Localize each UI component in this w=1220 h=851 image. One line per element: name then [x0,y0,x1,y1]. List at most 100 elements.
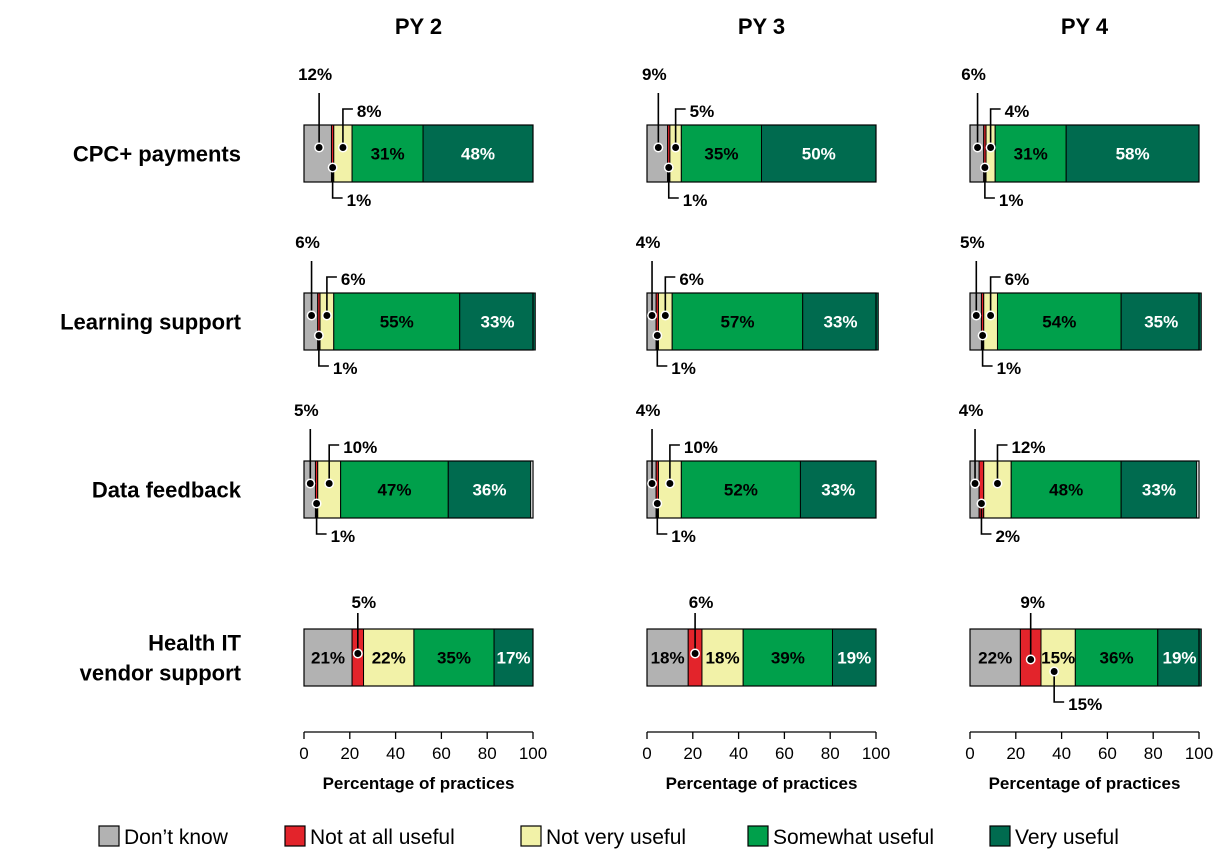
x-tick-label: 20 [340,744,359,763]
x-tick-label: 60 [1098,744,1117,763]
x-tick-label: 100 [519,744,547,763]
bar-segment [351,124,424,183]
x-tick-label: 100 [862,744,890,763]
bar-segment [447,460,532,519]
data-label: 58% [1116,145,1150,164]
callout-dot [664,478,675,489]
bar-border [303,628,534,687]
callout-dot [327,162,338,173]
callout-line [656,335,668,367]
callout-line [989,276,1001,316]
x-axis-title: Percentage of practices [323,774,515,793]
data-label: 22% [372,649,406,668]
callout-dot [652,330,663,341]
legend-swatch [520,825,542,847]
callout-dot [971,310,982,321]
callout-label: 1% [347,191,372,210]
data-label: 33% [821,481,855,500]
category-label: vendor support [80,661,242,686]
callout-label: 1% [999,191,1024,210]
callout-dot [979,162,990,173]
callout-dot [653,142,664,153]
x-tick-label: 80 [821,744,840,763]
callout-label: 2% [995,527,1020,546]
callout-label: 5% [352,593,377,612]
data-label: 52% [724,481,758,500]
callout-label: 6% [689,593,714,612]
x-axis-title: Percentage of practices [989,774,1181,793]
callout-label: 10% [684,438,718,457]
bar-border [646,292,877,351]
callout-label: 1% [683,191,708,210]
data-label: 18% [651,649,685,668]
data-label: 31% [1014,145,1048,164]
callout-dot [663,162,674,173]
callout-dot [985,310,996,321]
callout-dot [313,330,324,341]
bar-segment [303,628,353,687]
legend-label: Very useful [1015,826,1119,849]
callout-line [315,503,327,535]
x-tick-label: 0 [642,744,651,763]
callout-line [664,276,676,316]
callout-line [328,444,340,484]
callout-dot [324,478,335,489]
legend-swatch [989,825,1011,847]
data-label: 36% [472,481,506,500]
callout-label: 6% [961,65,986,84]
callout-dot [670,142,681,153]
bar-segment [996,292,1122,351]
category-label: Health IT [148,631,241,656]
callout-label: 4% [636,401,661,420]
bar-border [969,292,1200,351]
data-label: 35% [704,145,738,164]
x-tick-label: 0 [965,744,974,763]
callout-label: 9% [642,65,667,84]
callout-label: 10% [343,438,377,457]
callout-label: 1% [997,359,1022,378]
data-label: 57% [720,313,754,332]
bar-segment [799,460,877,519]
callout-label: 1% [333,359,358,378]
data-label: 19% [837,649,871,668]
legend-label: Somewhat useful [773,826,934,849]
bar-segment [680,124,762,183]
x-tick-label: 60 [432,744,451,763]
callout-dot [977,330,988,341]
callout-line [331,167,343,199]
x-tick-label: 40 [386,744,405,763]
callout-line [656,503,668,535]
callout-dot [305,478,316,489]
legend-swatch [98,825,120,847]
legend-swatch [284,825,306,847]
callout-label: 15% [1068,695,1102,714]
callout-label: 4% [1005,102,1030,121]
data-label: 47% [377,481,411,500]
callout-dot [1025,654,1036,665]
data-label: 55% [380,313,414,332]
callout-dot [690,648,701,659]
bar-segment [646,124,669,183]
data-label: 19% [1163,649,1197,668]
callout-dot [652,498,663,509]
data-label: 54% [1042,313,1076,332]
panel-title: PY 3 [738,14,785,39]
x-tick-label: 100 [1185,744,1213,763]
callout-dot [352,648,363,659]
callout-label: 6% [341,270,366,289]
bar-segment [413,628,495,687]
data-label: 50% [802,145,836,164]
bar-segment [1120,460,1198,519]
data-label: 33% [1142,481,1176,500]
data-label: 33% [480,313,514,332]
data-label: 39% [771,649,805,668]
callout-dot [1049,666,1060,677]
data-label: 21% [311,649,345,668]
category-label: CPC+ payments [73,142,241,167]
callout-label: 12% [1011,438,1045,457]
data-label: 31% [371,145,405,164]
x-tick-label: 80 [1144,744,1163,763]
callout-dot [306,310,317,321]
bar-segment [994,124,1067,183]
data-label: 18% [706,649,740,668]
